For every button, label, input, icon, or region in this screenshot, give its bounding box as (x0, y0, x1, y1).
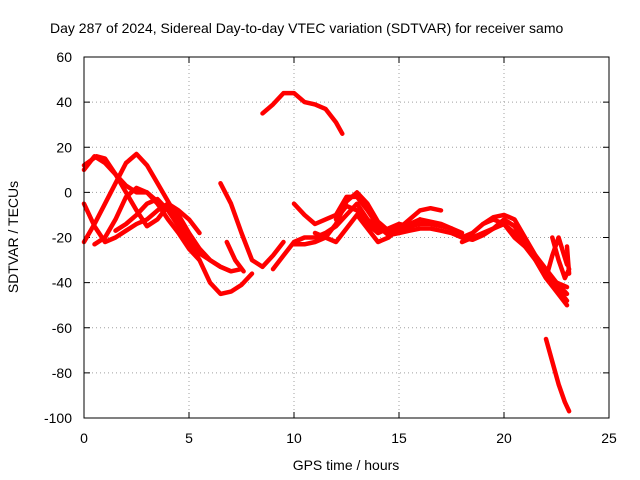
x-tick-label: 25 (601, 430, 617, 446)
series-track-13 (312, 205, 444, 245)
series-track-10 (270, 201, 465, 272)
plot-frame (83, 56, 610, 419)
x-tick-labels: 0 5 10 15 20 25 (80, 430, 617, 446)
series-track-5 (92, 185, 202, 263)
series-track-21 (543, 336, 572, 414)
series-track-8 (224, 239, 246, 274)
series-track-7 (218, 181, 286, 270)
chart-title: Day 287 of 2024, Sidereal Day-to-day VTE… (50, 20, 563, 36)
x-tick-label: 5 (185, 430, 193, 446)
x-axis-label: GPS time / hours (293, 457, 400, 473)
y-tick-label: -80 (52, 365, 72, 381)
series-track-20 (564, 244, 572, 276)
x-tick-label: 0 (80, 430, 88, 446)
series-track-17 (480, 212, 570, 290)
y-tick-label: -20 (52, 230, 72, 246)
x-tick-label: 10 (286, 430, 302, 446)
y-axis-label: SDTVAR / TECUs (5, 181, 21, 293)
y-tick-label: 60 (56, 49, 72, 65)
y-tick-label: -100 (44, 410, 72, 426)
grid-lines (84, 57, 609, 418)
series-track-18 (533, 235, 570, 281)
y-tick-label: 0 (64, 184, 72, 200)
y-tick-label: 40 (56, 94, 72, 110)
y-tick-label: 20 (56, 139, 72, 155)
series-track-6 (113, 196, 213, 263)
series-track-9 (260, 90, 345, 136)
plot-area (81, 90, 572, 414)
y-tick-labels: -100 -80 -60 -40 -20 0 20 40 60 (44, 49, 72, 426)
y-tick-label: -60 (52, 320, 72, 336)
x-tick-label: 15 (391, 430, 407, 446)
y-tick-label: -40 (52, 275, 72, 291)
x-tick-label: 20 (496, 430, 512, 446)
series-track-11 (291, 190, 402, 247)
series-track-16 (459, 217, 570, 308)
